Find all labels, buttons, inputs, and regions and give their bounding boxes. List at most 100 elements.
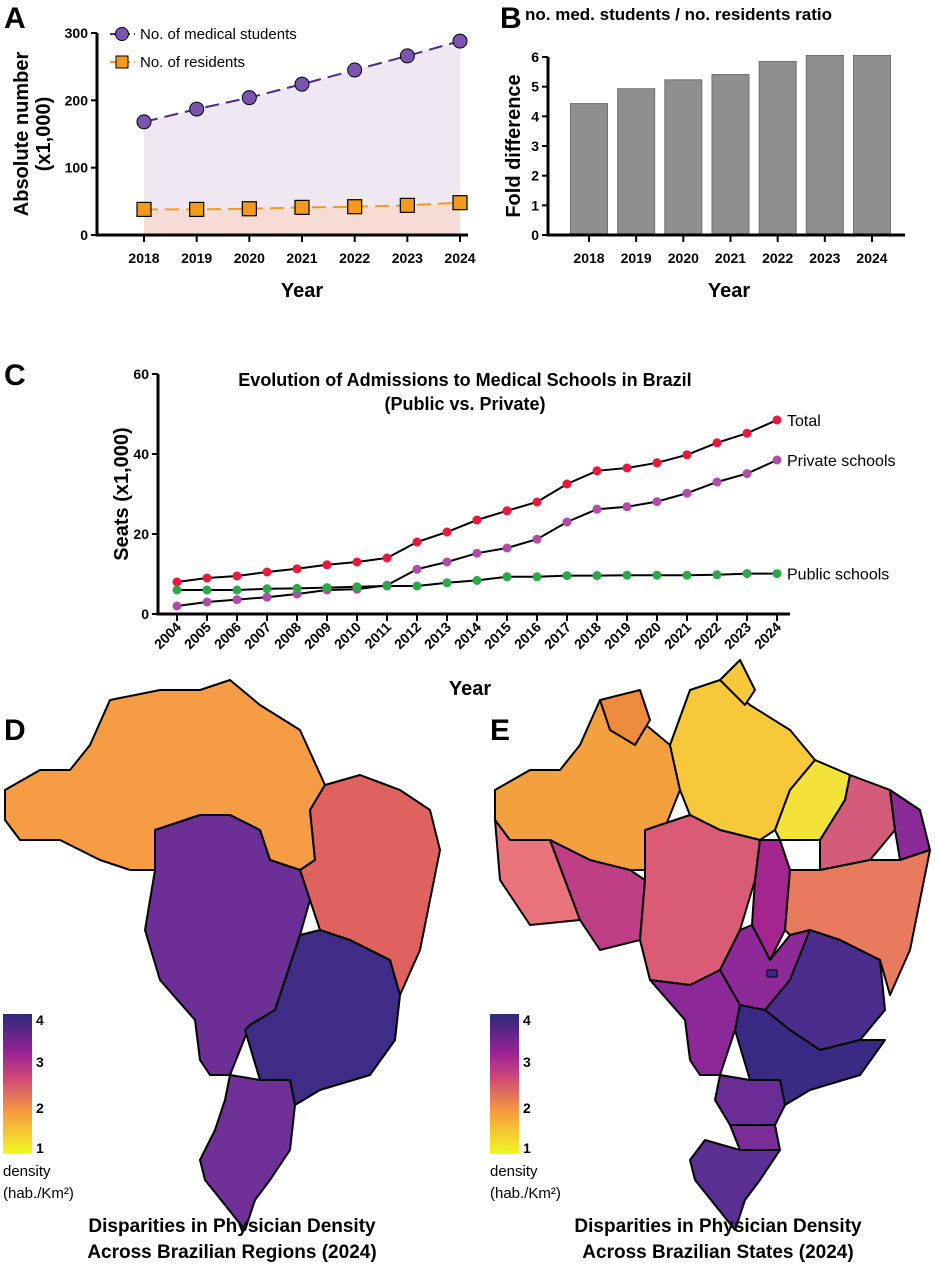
point-students (294, 76, 310, 92)
x-tick-label: 2022 (762, 250, 793, 266)
x-tick-label: 2018 (571, 619, 604, 652)
panel-label-e: E (490, 714, 510, 747)
y-tick-label: 0 (141, 606, 149, 622)
y-tick-label: 100 (65, 160, 89, 176)
colorbar-tick: 1 (523, 1140, 531, 1156)
point-total (712, 438, 722, 448)
point-total (652, 458, 662, 468)
point-private (622, 502, 632, 512)
x-tick-label: 2023 (809, 250, 840, 266)
x-axis-label-b: Year (708, 280, 750, 302)
colorbar-tick: 3 (36, 1054, 44, 1070)
x-tick-label: 2024 (444, 250, 475, 266)
point-public (322, 583, 332, 593)
point-residents (347, 199, 363, 215)
x-tick-label: 2016 (511, 619, 544, 652)
point-public (772, 569, 782, 579)
chart-subtitle-c: (Public vs. Private) (384, 394, 545, 414)
x-tick-label: 2009 (301, 619, 334, 652)
point-public (592, 571, 602, 581)
bar (711, 74, 750, 236)
point-public (742, 569, 752, 579)
point-students (452, 33, 468, 49)
point-private (202, 597, 212, 607)
y-tick-label: 3 (531, 138, 539, 154)
y-axis-label-c: Seats (x1,000) (111, 427, 133, 560)
point-total (172, 577, 182, 587)
x-axis-label-a: Year (281, 280, 323, 302)
point-residents (399, 197, 415, 213)
x-tick-label: 2012 (391, 619, 424, 652)
point-public (652, 570, 662, 580)
state-roraima (599, 689, 651, 746)
point-public (202, 585, 212, 595)
panel-label-b: B (500, 2, 522, 35)
state-tocantins (751, 839, 791, 961)
legend-label-students: No. of medical students (140, 26, 297, 43)
x-axis-label-c: Year (449, 678, 491, 700)
x-tick-label: 2005 (181, 619, 214, 652)
point-private (742, 469, 752, 479)
colorbar-gradient-d (3, 1014, 32, 1154)
y-tick-label: 200 (65, 92, 89, 108)
x-tick-label: 2019 (601, 619, 634, 652)
map-title-e-1: Disparities in Physician Density (574, 1216, 862, 1237)
x-tick-label: 2008 (271, 619, 304, 652)
state-santa-catarina (729, 1124, 781, 1151)
colorbar-d: 4 3 2 1 density (hab./Km²) (3, 1012, 74, 1202)
point-public (412, 581, 422, 591)
point-total (772, 415, 782, 425)
point-total (592, 466, 602, 476)
point-public (232, 585, 242, 595)
point-total (682, 450, 692, 460)
point-private (532, 534, 542, 544)
colorbar-gradient-e (490, 1014, 519, 1154)
point-total (472, 515, 482, 525)
point-public (502, 572, 512, 582)
x-tick-label: 2011 (361, 619, 394, 652)
x-tick-label: 2023 (721, 619, 754, 652)
colorbar-tick: 2 (36, 1100, 44, 1116)
y-tick-label: 5 (531, 79, 539, 95)
y-tick-label: 6 (531, 49, 539, 65)
point-public (472, 575, 482, 585)
x-tick-label: 2021 (661, 619, 694, 652)
map-title-d-1: Disparities in Physician Density (88, 1216, 376, 1237)
y-tick-label: 0 (531, 227, 539, 243)
panel-label-d: D (4, 714, 26, 747)
point-public (262, 584, 272, 594)
point-public (352, 582, 362, 592)
y-tick-label: 60 (133, 366, 149, 382)
point-private (472, 548, 482, 558)
colorbar-e: 4 3 2 1 density (hab./Km²) (490, 1012, 561, 1202)
point-students (399, 48, 415, 64)
bar (617, 88, 656, 236)
point-total (502, 506, 512, 516)
chart-title-c: Evolution of Admissions to Medical Schoo… (238, 370, 691, 390)
point-residents (294, 199, 310, 215)
point-public (712, 570, 722, 580)
map-title-e-2: Across Brazilian States (2024) (582, 1242, 853, 1263)
x-tick-label: 2024 (856, 250, 887, 266)
x-tick-label: 2019 (181, 250, 212, 266)
x-tick-label: 2021 (286, 250, 317, 266)
state-piaui-ceara (819, 774, 896, 871)
legend-marker-residents (115, 55, 129, 69)
colorbar-tick: 4 (523, 1012, 531, 1028)
point-public (382, 581, 392, 591)
y-axis-label-a-2: (x1,000) (33, 97, 55, 172)
x-tick-label: 2021 (715, 250, 746, 266)
x-tick-label: 2020 (668, 250, 699, 266)
state-mato-grosso (639, 814, 761, 986)
point-students (189, 101, 205, 117)
point-residents (189, 201, 205, 218)
point-private (232, 595, 242, 605)
chart-c: Evolution of Admissions to Medical Schoo… (111, 366, 896, 700)
point-total (352, 557, 362, 567)
series-label-private: Private schools (787, 453, 896, 470)
point-public (682, 570, 692, 580)
point-total (232, 571, 242, 581)
chart-a: Absolute number (x1,000) Year No. of med… (11, 25, 476, 302)
colorbar-label: (hab./Km²) (3, 1185, 74, 1202)
legend-marker-students (115, 27, 129, 41)
